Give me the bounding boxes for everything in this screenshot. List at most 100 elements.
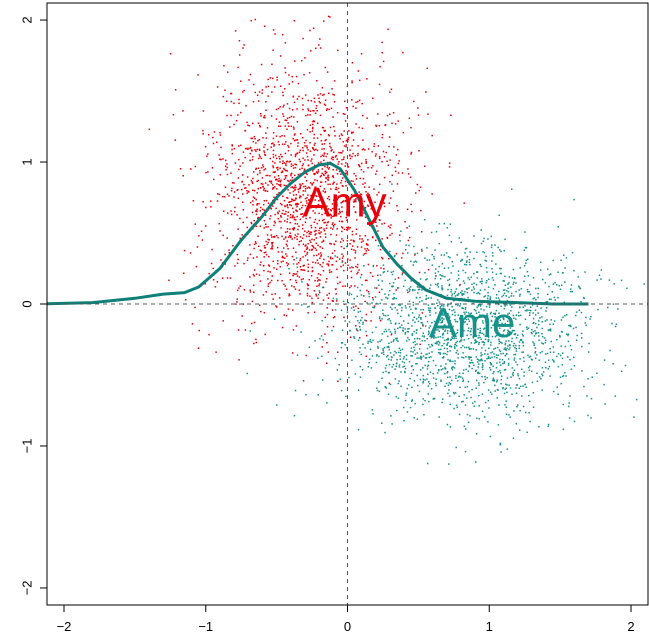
data-point bbox=[307, 194, 309, 196]
data-point bbox=[473, 308, 476, 311]
data-point bbox=[481, 359, 483, 362]
data-point bbox=[508, 276, 511, 278]
data-point bbox=[326, 209, 329, 211]
data-point bbox=[559, 376, 562, 379]
data-point bbox=[413, 261, 415, 263]
data-point bbox=[401, 307, 403, 309]
data-point bbox=[429, 346, 431, 348]
data-point bbox=[364, 235, 367, 237]
data-point bbox=[255, 213, 258, 216]
data-point bbox=[336, 111, 339, 114]
data-point bbox=[428, 327, 430, 329]
data-point bbox=[310, 226, 313, 229]
data-point bbox=[378, 157, 381, 160]
data-point bbox=[230, 92, 232, 95]
data-point bbox=[378, 316, 381, 318]
data-point bbox=[302, 149, 304, 152]
data-point bbox=[381, 238, 383, 240]
data-point bbox=[433, 397, 436, 400]
data-point bbox=[528, 291, 530, 293]
data-point bbox=[527, 327, 530, 329]
data-point bbox=[297, 82, 300, 85]
data-point bbox=[474, 323, 477, 326]
data-point bbox=[402, 330, 405, 332]
data-point bbox=[556, 284, 558, 286]
data-point bbox=[562, 428, 565, 430]
data-point bbox=[449, 256, 451, 259]
data-point bbox=[367, 263, 370, 266]
data-point bbox=[350, 131, 353, 134]
data-point bbox=[397, 172, 400, 174]
data-point bbox=[334, 255, 336, 257]
data-point bbox=[365, 158, 367, 161]
data-point bbox=[313, 110, 315, 112]
data-point bbox=[514, 277, 516, 279]
data-point bbox=[499, 334, 501, 336]
data-point bbox=[267, 226, 269, 228]
data-point bbox=[325, 109, 328, 112]
data-point bbox=[419, 357, 422, 359]
data-point bbox=[385, 387, 388, 389]
data-point bbox=[397, 120, 399, 122]
data-point bbox=[552, 351, 555, 353]
data-point bbox=[360, 273, 363, 276]
data-point bbox=[416, 329, 418, 331]
data-point bbox=[587, 414, 589, 417]
data-point bbox=[321, 213, 323, 216]
data-point bbox=[412, 289, 414, 292]
data-point bbox=[302, 243, 305, 246]
data-point bbox=[402, 329, 404, 332]
data-point bbox=[395, 154, 398, 156]
data-point bbox=[272, 156, 275, 158]
data-point bbox=[485, 260, 488, 262]
data-point bbox=[420, 308, 422, 311]
data-point bbox=[283, 168, 286, 171]
points-layer bbox=[148, 15, 648, 465]
data-point bbox=[491, 277, 494, 279]
data-point bbox=[491, 393, 493, 396]
data-point bbox=[299, 257, 302, 260]
data-point bbox=[297, 145, 299, 147]
data-point bbox=[473, 330, 476, 332]
data-point bbox=[454, 314, 456, 317]
data-point bbox=[465, 247, 468, 250]
data-point bbox=[482, 240, 485, 242]
data-point bbox=[439, 336, 442, 338]
data-point bbox=[357, 311, 360, 313]
data-point bbox=[368, 224, 371, 227]
data-point bbox=[272, 187, 275, 189]
data-point bbox=[434, 382, 437, 385]
data-point bbox=[304, 176, 306, 178]
data-point bbox=[250, 19, 252, 22]
data-point bbox=[307, 263, 310, 266]
data-point bbox=[321, 286, 324, 289]
data-point bbox=[556, 355, 558, 358]
data-point bbox=[410, 203, 412, 206]
data-point bbox=[368, 293, 370, 295]
data-point bbox=[312, 147, 314, 150]
data-point bbox=[435, 384, 437, 387]
data-point bbox=[410, 308, 412, 311]
data-point bbox=[507, 329, 509, 332]
data-point bbox=[289, 232, 291, 235]
data-point bbox=[535, 299, 537, 301]
data-point bbox=[234, 162, 237, 164]
data-point bbox=[332, 158, 334, 161]
data-point bbox=[462, 280, 465, 282]
data-point bbox=[243, 262, 245, 265]
data-point bbox=[471, 367, 473, 370]
data-point bbox=[491, 315, 493, 318]
data-point bbox=[248, 79, 250, 81]
data-point bbox=[325, 278, 328, 280]
data-point bbox=[473, 282, 475, 285]
data-point bbox=[491, 335, 494, 338]
data-point bbox=[519, 323, 521, 326]
data-point bbox=[231, 144, 233, 146]
data-point bbox=[249, 330, 252, 332]
data-point bbox=[486, 279, 488, 282]
data-point bbox=[340, 182, 342, 184]
data-point bbox=[319, 337, 321, 340]
data-point bbox=[313, 254, 315, 257]
data-point bbox=[495, 273, 498, 275]
data-point bbox=[367, 196, 370, 198]
